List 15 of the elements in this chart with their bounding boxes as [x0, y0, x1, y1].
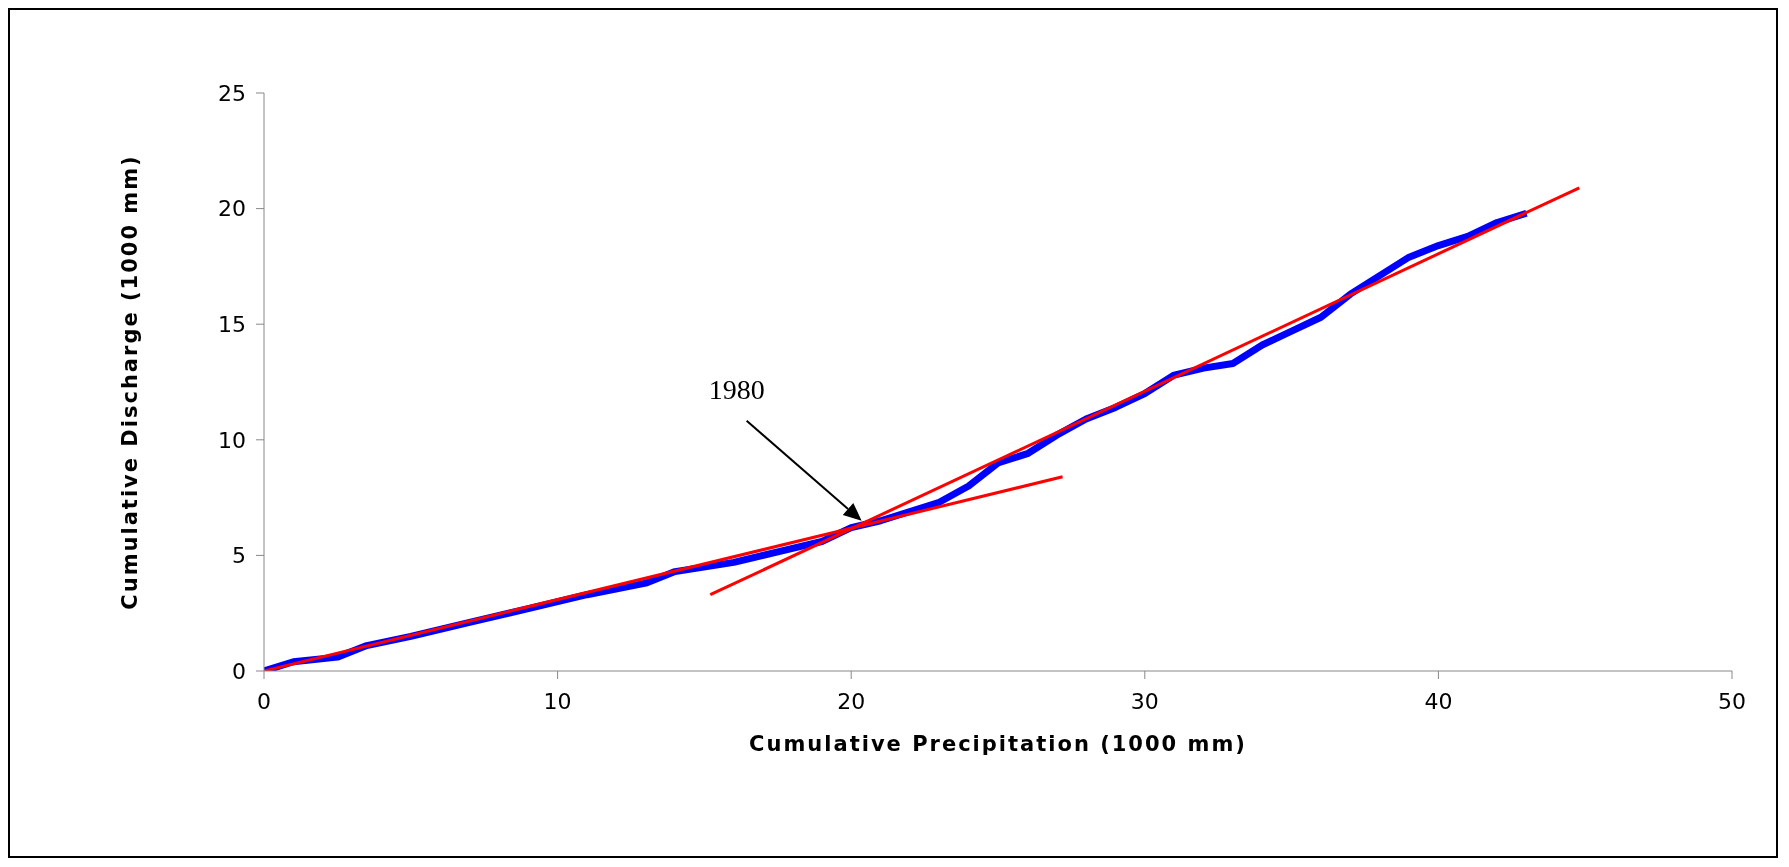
x-tick-label: 20 — [837, 688, 866, 714]
x-tick-label: 10 — [543, 688, 572, 714]
y-tick-label: 20 — [218, 196, 246, 222]
x-axis-title: Cumulative Precipitation (1000 mm) — [749, 732, 1247, 756]
x-tick-label: 50 — [1718, 688, 1746, 714]
x-tick-label: 30 — [1130, 688, 1159, 714]
y-tick-label: 0 — [232, 658, 246, 684]
x-tick-label: 40 — [1424, 688, 1453, 714]
y-tick-label: 25 — [218, 80, 246, 106]
y-tick-label: 10 — [218, 427, 246, 453]
y-axis-title: Cumulative Discharge (1000 mm) — [118, 154, 143, 610]
y-tick-label: 5 — [232, 543, 246, 569]
y-tick-label: 15 — [218, 312, 246, 338]
annotation: 1980 — [708, 373, 765, 405]
x-tick-label: 0 — [257, 688, 271, 714]
